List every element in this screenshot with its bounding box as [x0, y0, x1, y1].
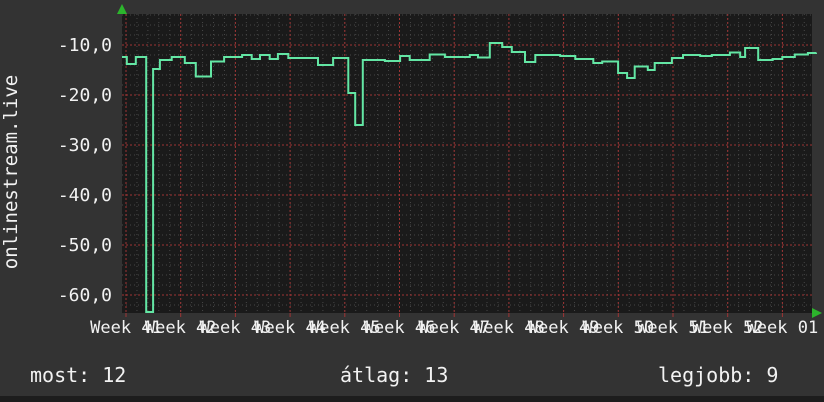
x-tick-label: Week 01 [747, 318, 819, 338]
y-tick-label: -20,0 [58, 85, 112, 106]
x-tick-label: Week 46 [364, 318, 436, 338]
x-tick-label: Week 44 [254, 318, 326, 338]
stat-best: legjobb: 9 [658, 363, 779, 387]
x-axis-ticks [125, 313, 783, 317]
x-tick-label: Week 47 [418, 318, 490, 338]
major-grid [122, 14, 812, 313]
x-tick-label: Week 52 [692, 318, 764, 338]
x-axis-arrow-icon [812, 308, 822, 318]
y-tick-label: -10,0 [58, 35, 112, 56]
bottom-strip [0, 396, 824, 402]
minor-grid [122, 14, 812, 313]
x-tick-label: Week 51 [637, 318, 709, 338]
y-axis-arrow-icon [117, 4, 127, 14]
y-tick-label: -50,0 [58, 235, 112, 256]
x-tick-label: Week 42 [145, 318, 217, 338]
stat-most: most: 12 [30, 363, 127, 387]
x-tick-label: Week 43 [200, 318, 272, 338]
plot-background [122, 14, 812, 313]
x-tick-label: Week 41 [90, 318, 162, 338]
y-tick-label: -60,0 [58, 285, 112, 306]
x-tick-label: Week 50 [582, 318, 654, 338]
x-tick-label: Week 48 [473, 318, 545, 338]
stats-row: most: 12 átlag: 13 legjobb: 9 [0, 363, 824, 389]
stat-average: átlag: 13 [340, 363, 449, 387]
x-tick-label: Week 49 [528, 318, 600, 338]
x-tick-label: Week 45 [309, 318, 381, 338]
data-series-line [122, 42, 817, 313]
y-tick-label: -30,0 [58, 135, 112, 156]
y-tick-label: -40,0 [58, 185, 112, 206]
